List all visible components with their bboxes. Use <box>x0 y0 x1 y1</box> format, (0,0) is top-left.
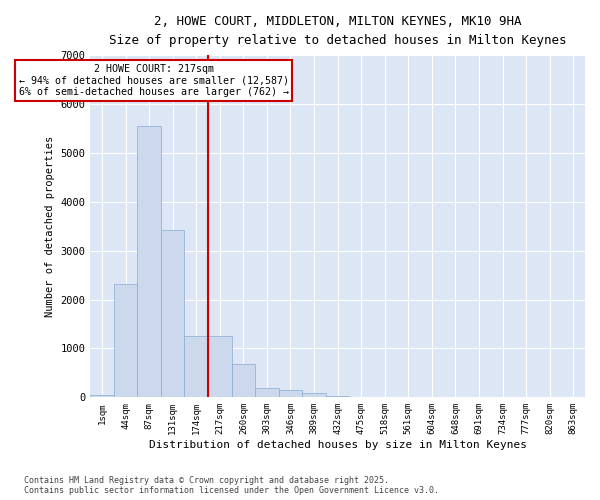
Title: 2, HOWE COURT, MIDDLETON, MILTON KEYNES, MK10 9HA
Size of property relative to d: 2, HOWE COURT, MIDDLETON, MILTON KEYNES,… <box>109 15 566 47</box>
Bar <box>349 396 373 398</box>
Bar <box>255 388 279 398</box>
Bar <box>208 336 232 398</box>
Text: 2 HOWE COURT: 217sqm
← 94% of detached houses are smaller (12,587)
6% of semi-de: 2 HOWE COURT: 217sqm ← 94% of detached h… <box>19 64 289 97</box>
Bar <box>302 393 326 398</box>
Bar <box>137 126 161 398</box>
Bar <box>232 364 255 398</box>
Bar <box>161 230 184 398</box>
Bar <box>114 284 137 398</box>
Bar <box>279 390 302 398</box>
Bar <box>326 396 349 398</box>
Y-axis label: Number of detached properties: Number of detached properties <box>45 136 55 317</box>
Text: Contains HM Land Registry data © Crown copyright and database right 2025.
Contai: Contains HM Land Registry data © Crown c… <box>24 476 439 495</box>
Bar <box>90 395 114 398</box>
Bar <box>184 336 208 398</box>
X-axis label: Distribution of detached houses by size in Milton Keynes: Distribution of detached houses by size … <box>149 440 527 450</box>
